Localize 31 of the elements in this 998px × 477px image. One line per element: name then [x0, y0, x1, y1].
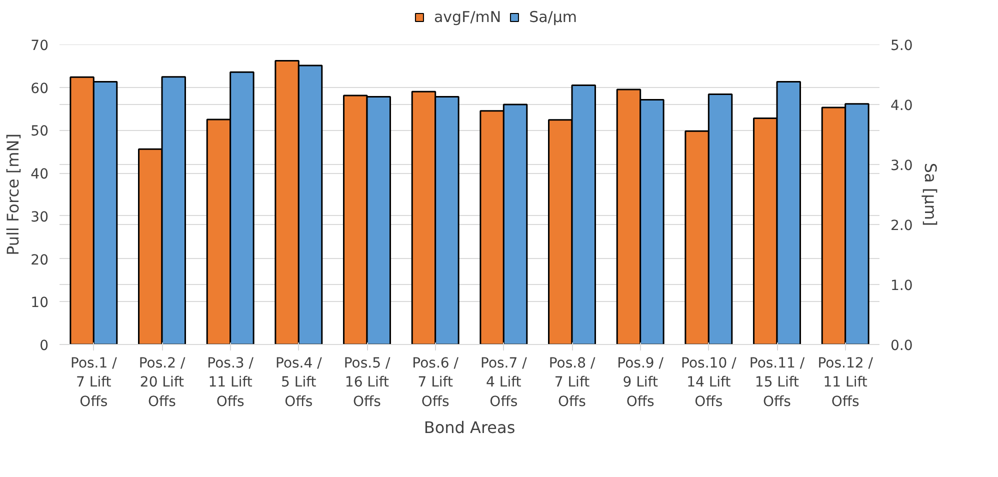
- x-tick-label: Pos.4 / 5 Lift Offs: [276, 356, 322, 410]
- x-tick-label: Pos.8 / 7 Lift Offs: [548, 356, 596, 410]
- y2-axis-title: Sa [µm]: [920, 162, 940, 226]
- legend-label: Sa/µm: [529, 8, 578, 26]
- y2-tick-label: 4.0: [890, 98, 913, 114]
- x-tick-label: Pos.10 / 14 Lift Offs: [681, 356, 737, 410]
- y2-tick-label: 1.0: [890, 278, 913, 294]
- y-tick-label: 70: [30, 38, 49, 54]
- y-tick-label: 50: [30, 124, 49, 140]
- y2-tick-label: 5.0: [890, 38, 913, 54]
- x-tick-label: Pos.1 / 7 Lift Offs: [70, 356, 118, 410]
- x-tick-label: Pos.11 / 15 Lift Offs: [749, 356, 805, 410]
- x-tick-label: Pos.3 / 11 Lift Offs: [207, 356, 254, 410]
- x-tick-label: Pos.9 / 9 Lift Offs: [617, 356, 664, 410]
- x-axis-title: Bond Areas: [424, 418, 516, 437]
- x-tick-label: Pos.6 / 7 Lift Offs: [412, 356, 459, 410]
- y-tick-label: 60: [30, 80, 49, 97]
- y-tick-label: 40: [30, 166, 49, 183]
- y-tick-label: 0: [40, 338, 49, 354]
- x-tick-label: Pos.5 / 16 Lift Offs: [344, 356, 390, 410]
- y2-tick-label: 3.0: [890, 158, 913, 174]
- y-tick-label: 30: [30, 209, 49, 226]
- y2-tick-label: 2.0: [890, 218, 913, 234]
- x-tick-label: Pos.7 / 4 Lift Offs: [480, 356, 528, 410]
- legend-label: avgF/mN: [434, 8, 502, 26]
- y-axis-title: Pull Force [mN]: [4, 134, 23, 256]
- x-tick-label: Pos.2 / 20 Lift Offs: [138, 356, 186, 410]
- y-tick-label: 20: [30, 252, 49, 268]
- y-tick-label: 10: [30, 295, 49, 312]
- y2-tick-label: 0.0: [890, 338, 913, 354]
- x-tick-label: Pos.12 / 11 Lift Offs: [818, 356, 874, 410]
